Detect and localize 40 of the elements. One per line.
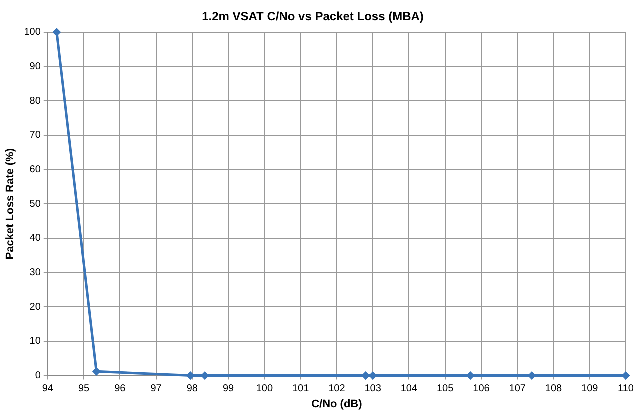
y-tick-label: 0 — [35, 370, 42, 382]
y-tick-label: 50 — [30, 198, 42, 210]
y-tick-label: 100 — [24, 27, 42, 38]
x-tick-label: 108 — [545, 384, 563, 395]
x-tick-label: 98 — [186, 384, 198, 395]
x-tick-label: 95 — [78, 384, 90, 395]
x-axis-title: C/No (dB) — [312, 398, 363, 410]
x-tick-label: 110 — [618, 384, 634, 395]
x-tick-label: 101 — [292, 384, 310, 395]
x-tick-label: 109 — [582, 384, 599, 395]
x-tick-label: 102 — [328, 384, 346, 395]
point — [201, 372, 209, 380]
point — [362, 372, 370, 380]
point — [53, 28, 61, 36]
x-tick-label: 105 — [436, 384, 454, 395]
x-tick-label: 106 — [473, 384, 490, 395]
point — [92, 368, 100, 376]
point — [186, 372, 194, 380]
y-axis-title: Packet Loss Rate (%) — [4, 148, 17, 260]
point — [528, 372, 536, 380]
point — [369, 372, 377, 380]
x-tick-label: 100 — [256, 384, 274, 395]
y-tick-label: 70 — [30, 130, 42, 142]
x-tick-label: 104 — [400, 384, 418, 395]
y-tick-label: 80 — [30, 96, 42, 107]
x-tick-label: 99 — [222, 384, 235, 395]
y-tick-label: 60 — [30, 164, 42, 176]
y-tick-label: 10 — [30, 336, 42, 348]
point — [466, 372, 474, 380]
chart-title: 1.2m VSAT C/No vs Packet Loss (MBA) — [202, 10, 424, 24]
y-tick-label: 20 — [30, 302, 42, 313]
x-tick-label: 107 — [509, 384, 526, 395]
x-tick-label: 94 — [42, 384, 54, 395]
point — [622, 372, 630, 380]
y-tick-label: 40 — [30, 233, 42, 244]
x-tick-label: 103 — [364, 384, 382, 395]
y-tick-label: 30 — [30, 268, 42, 279]
y-tick-label: 90 — [30, 61, 42, 72]
x-tick-label: 96 — [114, 384, 126, 395]
x-tick-label: 97 — [150, 384, 162, 395]
